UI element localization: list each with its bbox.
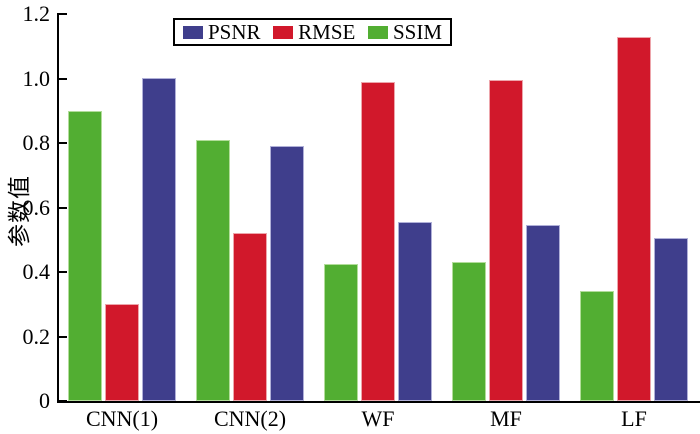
legend-item-rmse: RMSE <box>273 20 355 44</box>
legend-item-psnr: PSNR <box>183 20 261 44</box>
x-category-label: MF <box>490 406 522 431</box>
y-tick-mark <box>58 142 67 144</box>
x-category-label: WF <box>361 406 395 431</box>
x-category-label: CNN(2) <box>213 406 287 431</box>
y-tick-mark <box>58 206 67 209</box>
x-category-label: CNN(1) <box>85 406 159 431</box>
bar-psnr-cnn2 <box>270 146 304 401</box>
bar-psnr-wf <box>398 222 432 401</box>
y-tick-mark <box>58 335 67 338</box>
legend-swatch-ssim <box>367 25 388 39</box>
bar-rmse-cnn2 <box>233 233 267 401</box>
bar-psnr-mf <box>526 225 560 401</box>
bar-rmse-cnn1 <box>105 304 139 401</box>
y-tick-label: 0 <box>39 388 50 413</box>
legend-swatch-rmse <box>273 25 294 39</box>
bar-psnr-cnn1 <box>142 78 176 401</box>
bar-rmse-mf <box>489 80 523 401</box>
bar-rmse-lf <box>617 37 651 401</box>
y-tick-label: 0.6 <box>22 194 51 220</box>
legend-label: PSNR <box>208 20 261 44</box>
y-tick-label: 1.2 <box>22 1 51 26</box>
y-tick-label: 0.8 <box>22 130 51 155</box>
x-axis-spine <box>57 401 700 403</box>
y-tick-label: 1.0 <box>22 65 51 91</box>
bar-psnr-lf <box>654 238 688 401</box>
bar-ssim-mf <box>452 262 486 401</box>
y-tick-label: 0.2 <box>22 323 51 349</box>
y-tick-mark <box>58 13 67 15</box>
bar-ssim-cnn2 <box>196 140 230 401</box>
bar-ssim-lf <box>580 291 614 401</box>
y-tick-mark <box>58 271 67 273</box>
legend-label: SSIM <box>392 20 442 44</box>
legend-label: RMSE <box>298 20 356 44</box>
legend-item-ssim: SSIM <box>367 20 442 44</box>
bar-ssim-cnn1 <box>68 111 102 401</box>
y-tick-label: 0.4 <box>22 259 51 284</box>
legend-box: PSNR RMSE SSIM <box>173 18 452 46</box>
y-axis-spine <box>57 13 59 403</box>
y-tick-mark <box>58 77 67 80</box>
bar-rmse-wf <box>361 82 395 401</box>
x-category-label: LF <box>621 406 647 431</box>
legend-swatch-psnr <box>183 25 203 39</box>
bar-ssim-wf <box>324 264 358 401</box>
